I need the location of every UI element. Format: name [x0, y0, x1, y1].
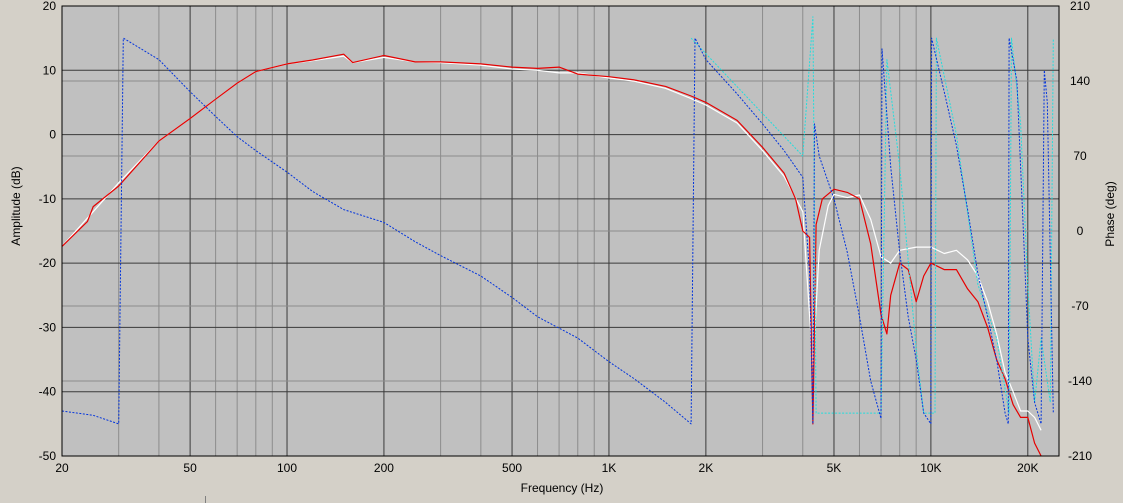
x-tick-label: 2K [699, 461, 714, 475]
amplitude-series-line-1 [61, 53, 1042, 457]
status-bar-divider [205, 496, 206, 503]
y-left-tick-label: 0 [49, 128, 56, 142]
y-left-tick-label: -10 [39, 192, 57, 206]
series-group [61, 16, 1054, 457]
y-right-tick-label: 210 [1070, 0, 1090, 13]
y-left-axis-label: Amplitude (dB) [9, 166, 23, 245]
x-tick-labels: 20 50 100 200 500 1K 2K 5K 10K 20K [55, 461, 1038, 475]
y-left-tick-label: -20 [39, 256, 57, 270]
y-right-axis-label: Phase (deg) [1103, 181, 1117, 246]
x-tick-label: 20K [1017, 461, 1038, 475]
y-right-tick-label: -140 [1068, 374, 1092, 388]
y-left-tick-labels: 20 10 0 -10 -20 -30 -40 -50 [39, 0, 57, 463]
y-right-tick-label: -210 [1068, 449, 1092, 463]
y-left-tick-label: 20 [43, 0, 57, 13]
y-left-tick-label: 10 [43, 63, 57, 77]
phase-series-line-3 [61, 37, 1054, 425]
x-tick-label: 1K [602, 461, 617, 475]
y-left-tick-label: -50 [39, 449, 57, 463]
plot-border [61, 5, 1060, 457]
x-tick-label: 20 [55, 461, 69, 475]
phase-series-line-2 [690, 16, 1054, 414]
x-tick-label: 100 [277, 461, 297, 475]
x-tick-label: 50 [183, 461, 197, 475]
y-left-tick-label: -40 [39, 385, 57, 399]
y-right-tick-label: -70 [1071, 299, 1089, 313]
y-left-tick-label: -30 [39, 320, 57, 334]
y-right-tick-labels: 210 140 70 0 -70 -140 -210 [1068, 0, 1092, 463]
x-tick-label: 500 [502, 461, 522, 475]
x-axis-label: Frequency (Hz) [521, 481, 604, 495]
status-bar [0, 496, 1123, 503]
y-right-tick-label: 0 [1077, 224, 1084, 238]
y-right-tick-label: 140 [1070, 74, 1090, 88]
x-tick-label: 10K [920, 461, 941, 475]
x-tick-label: 5K [827, 461, 842, 475]
x-tick-label: 200 [374, 461, 394, 475]
grid [61, 5, 1059, 457]
y-right-tick-label: 70 [1073, 149, 1087, 163]
